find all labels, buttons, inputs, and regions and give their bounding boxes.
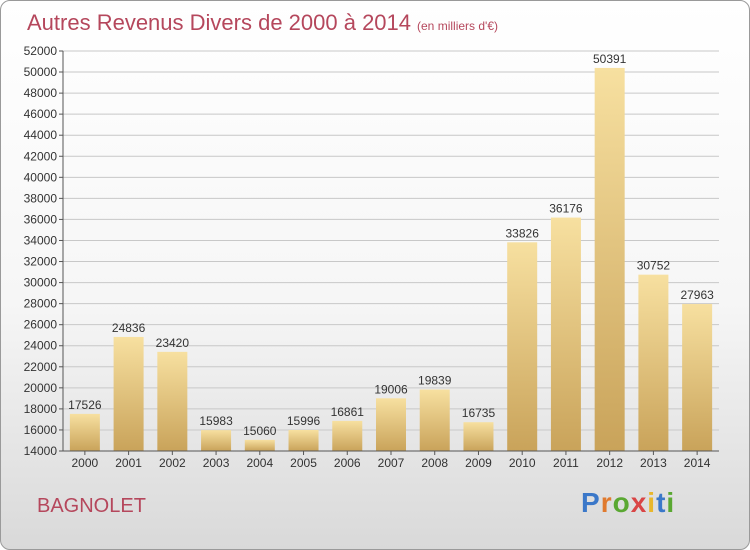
y-tick-label: 48000: [24, 86, 58, 100]
x-tick-label-2004: 2004: [246, 456, 273, 470]
x-tick-label-2012: 2012: [596, 456, 623, 470]
chart-title: Autres Revenus Divers de 2000 à 2014 (en …: [27, 10, 498, 35]
data-label-2007: 19006: [374, 382, 408, 396]
data-label-2000: 17526: [68, 398, 102, 412]
data-label-2011: 36176: [549, 202, 583, 216]
bar-2001: [113, 336, 144, 451]
data-label-2013: 30752: [637, 259, 671, 273]
y-tick-label: 16000: [24, 423, 58, 437]
data-label-2008: 19839: [418, 374, 452, 388]
y-tick-label: 40000: [24, 170, 58, 184]
y-tick-label: 22000: [24, 360, 58, 374]
data-label-2012: 50391: [593, 52, 627, 66]
bar-2012: [594, 67, 625, 452]
x-tick-label-2001: 2001: [115, 456, 142, 470]
chart-subtitle: (en milliers d'€): [417, 19, 498, 33]
y-tick-label: 14000: [24, 444, 58, 458]
y-tick-label: 42000: [24, 149, 58, 163]
bar-2010: [507, 242, 538, 451]
y-tick-label: 38000: [24, 191, 58, 205]
x-tick-label-2014: 2014: [684, 456, 711, 470]
y-tick-label: 20000: [24, 381, 58, 395]
data-label-2006: 16861: [331, 405, 365, 419]
y-tick-label: 44000: [24, 128, 58, 142]
y-tick-label: 36000: [24, 212, 58, 226]
data-labels: 17526 24836 23420 15983 15060 15996 16861 19006…: [68, 52, 714, 438]
y-tick-label: 18000: [24, 402, 58, 416]
data-label-2004: 15060: [243, 424, 277, 438]
x-tick-label-2007: 2007: [378, 456, 405, 470]
x-tick-label-2000: 2000: [72, 456, 99, 470]
x-tick-label-2009: 2009: [465, 456, 492, 470]
data-label-2001: 24836: [112, 321, 146, 335]
proxiti-logo: Proxiti: [581, 487, 676, 518]
x-tick-label-2008: 2008: [421, 456, 448, 470]
bar-2005: [288, 429, 319, 451]
x-tick-label-2006: 2006: [334, 456, 361, 470]
bar-2000: [69, 413, 100, 451]
y-tick-label: 26000: [24, 318, 58, 332]
x-tick-label-2013: 2013: [640, 456, 667, 470]
data-label-2005: 15996: [287, 414, 321, 428]
data-label-2010: 33826: [506, 226, 540, 240]
x-tick-label-2010: 2010: [509, 456, 536, 470]
y-tick-label: 32000: [24, 255, 58, 269]
bar-2006: [332, 420, 363, 451]
bar-2009: [463, 422, 494, 451]
x-axis-ticks: 2000 2001 2002 2003 2004 2005 2006 2007 2008 2009…: [72, 451, 711, 470]
y-tick-label: 34000: [24, 233, 58, 247]
data-label-2002: 23420: [156, 336, 190, 350]
x-tick-label-2002: 2002: [159, 456, 186, 470]
bar-2007: [376, 398, 406, 451]
bars: [69, 67, 713, 452]
bar-2002: [157, 351, 188, 451]
y-tick-label: 28000: [24, 297, 58, 311]
x-tick-label-2011: 2011: [553, 456, 579, 470]
y-tick-label: 46000: [24, 107, 58, 121]
x-tick-label-2005: 2005: [290, 456, 317, 470]
y-axis-ticks: 14000 16000 18000 20000 22000 24000 26000 28000…: [24, 44, 63, 458]
bar-2004: [244, 439, 275, 451]
data-label-2014: 27963: [680, 288, 714, 302]
bar-2003: [201, 430, 232, 451]
data-label-2009: 16735: [462, 406, 496, 420]
bar-2008: [419, 389, 450, 451]
bar-2013: [638, 274, 669, 451]
data-label-2003: 15983: [199, 414, 233, 428]
x-tick-label-2003: 2003: [203, 456, 230, 470]
y-tick-label: 24000: [24, 339, 58, 353]
place-name: BAGNOLET: [37, 495, 146, 517]
bar-2014: [682, 304, 713, 451]
y-tick-label: 30000: [24, 276, 58, 290]
y-tick-label: 50000: [24, 65, 58, 79]
y-tick-label: 52000: [24, 44, 58, 58]
bar-2011: [550, 217, 581, 451]
